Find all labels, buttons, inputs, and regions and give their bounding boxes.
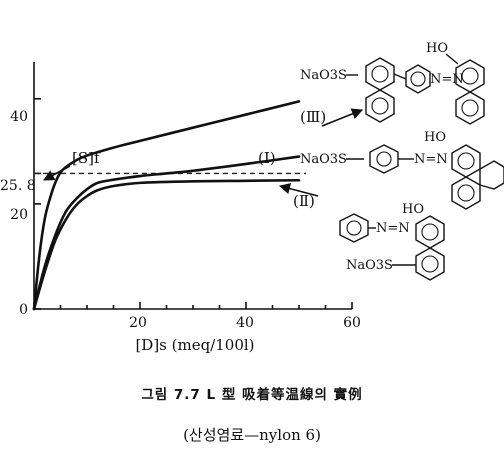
dye-I-naso3s: NaO3S bbox=[300, 152, 347, 167]
series-I-label: (Ⅰ) bbox=[258, 149, 276, 167]
figure-caption: 그림 7.7 L 型 吸着等温線의 實例 bbox=[141, 387, 363, 403]
series-II-arrow bbox=[278, 183, 319, 197]
x-tick-label-40: 40 bbox=[236, 315, 254, 331]
dye-II-structure: N=N HO NaO3S bbox=[339, 202, 445, 281]
series-III-arrow bbox=[321, 108, 364, 127]
dye-II-ho: HO bbox=[402, 202, 424, 217]
dye-III-structure: NaO3S N=N HO bbox=[300, 41, 485, 125]
series-III-curve bbox=[32, 100, 301, 311]
y-tick-label-40: 40 bbox=[10, 109, 28, 125]
series-II-curve bbox=[32, 178, 301, 311]
series-II-label: (Ⅱ) bbox=[293, 192, 315, 210]
figure-subcaption: (산성염료—nylon 6) bbox=[183, 426, 321, 444]
axis-tick-labels: 20 40 60 0 20 40 bbox=[10, 109, 361, 331]
y-tick-label-0: 0 bbox=[19, 302, 28, 318]
x-axis-label: [D]s (meq/100l) bbox=[135, 336, 254, 354]
x-tick-label-60: 60 bbox=[343, 315, 361, 331]
dye-III-azo: N=N bbox=[430, 72, 464, 87]
dye-I-structure: NaO3S N=N HO bbox=[300, 130, 504, 210]
dye-II-azo: N=N bbox=[376, 221, 410, 236]
y-tick-label-20: 20 bbox=[10, 207, 28, 223]
series-III-label: (Ⅲ) bbox=[300, 108, 326, 126]
dye-III-ho: HO bbox=[426, 41, 448, 56]
dye-III-naso3s: NaO3S bbox=[300, 68, 347, 83]
series-I-curve bbox=[32, 155, 301, 311]
dye-I-ho: HO bbox=[424, 130, 446, 145]
reference-value-label: 25. 8 bbox=[0, 178, 36, 194]
x-tick-label-20: 20 bbox=[129, 315, 147, 331]
adsorption-isotherm-figure: 20 40 60 0 20 40 [D]s (meq/100l) 25. 8 [… bbox=[0, 41, 504, 354]
dye-II-naso3s: NaO3S bbox=[346, 258, 393, 273]
dye-I-azo: N=N bbox=[414, 152, 448, 167]
